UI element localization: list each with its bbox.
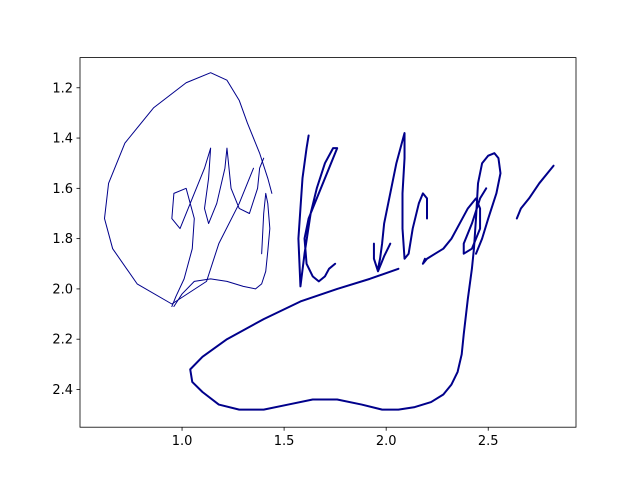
- y-axis: 1.2 1.4 1.6 1.8 2.0 2.2 2.4: [52, 81, 80, 398]
- x-tick-label: 2.5: [478, 434, 499, 449]
- plot-area: [80, 57, 576, 428]
- signature-stroke-2: [171, 147, 265, 308]
- y-tick-label: 2.4: [52, 383, 73, 398]
- x-axis: 1.0 1.5 2.0 2.5: [172, 427, 499, 449]
- signature-stroke-4: [297, 134, 339, 288]
- axes-frame: [79, 57, 577, 428]
- y-tick-label: 1.6: [52, 182, 73, 197]
- signature-stroke-7: [421, 187, 488, 265]
- y-tick-label: 2.2: [52, 333, 73, 348]
- signature-stroke-6: [372, 242, 392, 273]
- y-tick-label: 1.2: [52, 81, 73, 96]
- series-layer: [103, 72, 555, 411]
- x-tick-label: 2.0: [376, 434, 397, 449]
- signature-stroke-8: [189, 152, 502, 411]
- signature-stroke-5: [377, 132, 428, 270]
- signature-stroke-1: [103, 72, 273, 305]
- signature-stroke-3: [173, 192, 271, 308]
- y-tick-label: 1.4: [52, 132, 73, 147]
- x-tick-label: 1.5: [274, 434, 295, 449]
- y-tick-label: 1.8: [52, 232, 73, 247]
- y-tick-label: 2.0: [52, 282, 73, 297]
- signature-stroke-9: [515, 164, 555, 220]
- x-tick-label: 1.0: [172, 434, 193, 449]
